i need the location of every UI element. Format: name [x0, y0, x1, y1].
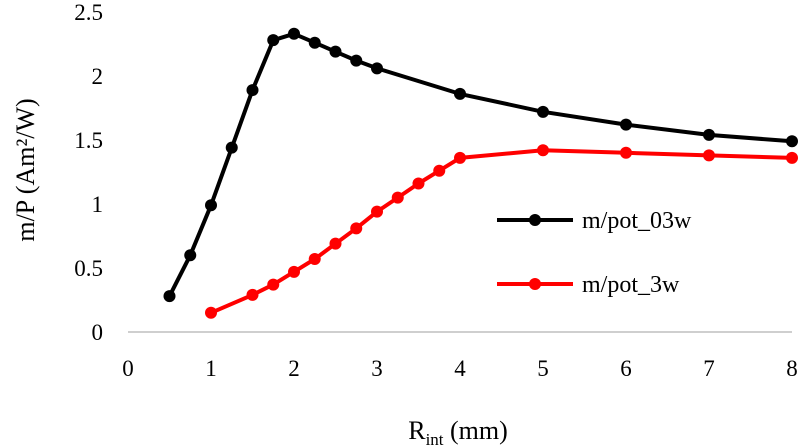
data-point: [786, 135, 798, 148]
data-point: [703, 128, 715, 141]
data-point: [205, 199, 217, 212]
legend-swatch-marker: [529, 278, 541, 290]
legend-item-2: m/pot_3w: [497, 272, 680, 298]
x-tick-label: 1: [205, 356, 217, 381]
legend-label: m/pot_03w: [582, 208, 692, 234]
x-axis-title-main: R: [408, 416, 426, 445]
data-point: [267, 34, 280, 47]
data-point: [454, 87, 466, 100]
data-point: [308, 253, 321, 266]
y-tick-label: 2: [92, 64, 104, 89]
data-point: [225, 141, 238, 154]
y-tick-label: 1.5: [74, 128, 103, 153]
data-point: [184, 249, 197, 262]
data-point: [267, 278, 280, 291]
y-tick-label: 0: [92, 320, 104, 345]
x-tick-label: 8: [786, 356, 798, 381]
data-point: [350, 54, 363, 67]
data-point: [620, 146, 632, 159]
data-point: [620, 118, 632, 131]
data-point: [308, 36, 321, 49]
legend-item-1: m/pot_03w: [497, 208, 692, 234]
data-point: [537, 105, 549, 118]
data-point: [163, 290, 176, 303]
data-point: [371, 62, 383, 75]
x-axis-title-sub: int: [426, 430, 444, 448]
data-point: [288, 265, 300, 278]
x-tick-label: 5: [537, 356, 549, 381]
data-point: [329, 45, 342, 58]
x-tick-label: 7: [703, 356, 715, 381]
data-point: [454, 151, 466, 164]
data-point: [288, 27, 300, 40]
data-point: [786, 151, 798, 164]
data-point: [246, 84, 259, 97]
y-tick-label: 2.5: [74, 0, 103, 25]
legend-label: m/pot_3w: [582, 272, 680, 298]
x-axis-title-unit: (mm): [444, 416, 508, 445]
y-tick-label: 0.5: [74, 256, 103, 281]
legend-swatch-marker: [529, 214, 541, 226]
data-point: [391, 191, 404, 204]
x-tick-label: 3: [371, 356, 383, 381]
data-point: [329, 237, 342, 250]
y-tick-label: 1: [92, 192, 104, 217]
data-point: [205, 306, 217, 319]
data-point: [537, 144, 549, 157]
data-point: [246, 288, 259, 301]
x-tick-label: 6: [620, 356, 632, 381]
series-layer: [163, 27, 798, 319]
axes: 0 1 2 3 4 5 6 7 8 0 0.5 1 1.5 2 2.5: [74, 0, 798, 381]
data-point: [703, 149, 715, 162]
series-2: [205, 144, 798, 319]
x-axis-title: Rint (mm): [408, 416, 508, 448]
data-point: [412, 177, 425, 190]
data-point: [433, 164, 446, 177]
series-1: [163, 27, 798, 303]
x-tick-label: 0: [122, 356, 134, 381]
x-tick-label: 4: [454, 356, 466, 381]
series-line: [167, 31, 793, 298]
x-tick-label: 2: [288, 356, 300, 381]
series-line: [210, 148, 793, 315]
data-point: [350, 222, 363, 235]
data-point: [371, 205, 383, 218]
legend: m/pot_03w m/pot_3w: [497, 208, 692, 298]
y-axis-title: m/P (Am²/W): [11, 98, 40, 241]
